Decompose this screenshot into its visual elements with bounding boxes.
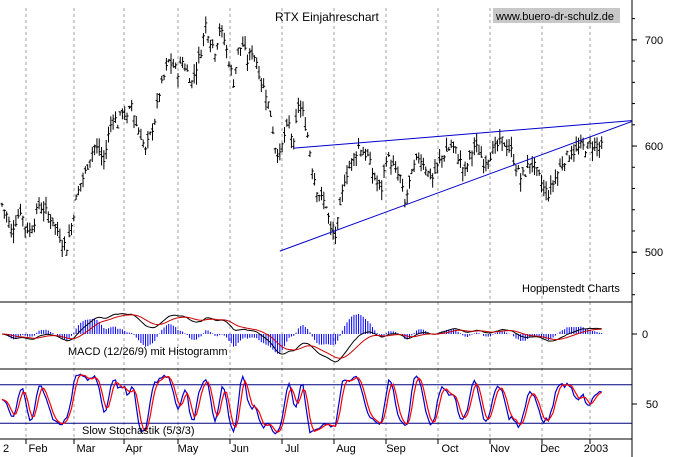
x-tick-label: Jul bbox=[285, 443, 299, 455]
y-tick-label: 600 bbox=[645, 141, 663, 153]
macd-title: MACD (12/26/9) mit Histogramm bbox=[68, 346, 228, 358]
y-tick-label: 500 bbox=[645, 247, 663, 259]
x-tick-label: Feb bbox=[29, 443, 48, 455]
chart-title: RTX Einjahreschart bbox=[275, 10, 379, 24]
watermark-text: www.buero-dr-schulz.de bbox=[495, 11, 614, 23]
stochastic-title: Slow Stochastik (5/3/3) bbox=[82, 425, 195, 437]
x-tick-label: Aug bbox=[336, 443, 356, 455]
macd-panel bbox=[1, 313, 603, 363]
x-tick-label: Apr bbox=[125, 443, 142, 455]
stochastic-panel bbox=[0, 373, 632, 435]
x-tick-label: Sep bbox=[386, 443, 406, 455]
macd-line bbox=[1, 313, 602, 363]
x-tick-label: May bbox=[178, 443, 199, 455]
macd-zero-label: 0 bbox=[642, 329, 648, 341]
y-tick-label: 700 bbox=[645, 35, 663, 47]
stochastic-k-line bbox=[1, 373, 602, 435]
x-tick-label: Oct bbox=[441, 443, 458, 455]
stochastic-tick-label: 50 bbox=[646, 399, 658, 411]
x-tick-label: Dec bbox=[540, 443, 560, 455]
x-tick-label: Nov bbox=[490, 443, 510, 455]
trendline bbox=[293, 120, 633, 149]
source-note: Hoppenstedt Charts bbox=[522, 283, 620, 295]
watermark-background bbox=[493, 8, 620, 23]
x-tick-label: Jun bbox=[231, 443, 249, 455]
x-tick-label: 2 bbox=[3, 443, 9, 455]
signal-line bbox=[1, 314, 602, 359]
x-tick-label: 2003 bbox=[584, 443, 608, 455]
stochastic-d-line bbox=[1, 374, 602, 434]
x-tick-label: Mar bbox=[77, 443, 96, 455]
price-panel bbox=[0, 16, 633, 257]
trendline bbox=[279, 120, 633, 252]
